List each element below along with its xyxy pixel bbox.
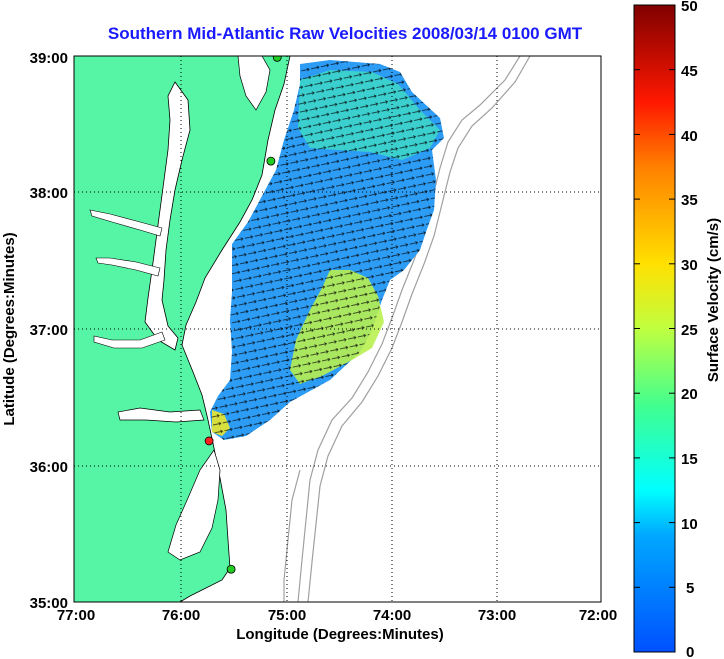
colorbar-tick-label: 40 [681, 128, 698, 145]
colorbar-tick-label: 20 [681, 386, 698, 403]
colorbar-tick-label: 35 [681, 192, 698, 209]
delaware-bay [237, 56, 271, 111]
station-delmarva-marker [266, 156, 276, 166]
colorbar: 50 45 40 35 30 25 20 15 10 5 0 Surface V… [633, 0, 722, 659]
station-duck-marker [204, 436, 214, 446]
x-tick-label: 72:00 [579, 607, 617, 624]
x-axis: 77:00 76:00 75:00 74:00 73:00 72:00 Long… [57, 607, 617, 643]
rappahannock-river [95, 257, 161, 277]
albemarle-sound [117, 407, 205, 423]
colorbar-ticks [634, 4, 675, 653]
y-tick-label: 39:00 [30, 50, 68, 67]
james-river [93, 331, 166, 349]
y-tick-label: 38:00 [30, 185, 68, 202]
potomac-river [89, 209, 163, 237]
colorbar-label: Surface Velocity (cm/s) [705, 218, 722, 382]
x-tick-label: 73:00 [478, 607, 516, 624]
colorbar-tick-label: 15 [681, 451, 698, 468]
y-axis: 39:00 38:00 37:00 36:00 35:00 Latitude (… [1, 50, 68, 612]
y-tick-label: 37:00 [30, 322, 68, 339]
colorbar-scale [633, 4, 676, 653]
plot-frame [73, 55, 602, 603]
colorbar-tick-label: 45 [681, 63, 698, 80]
bathymetry-contours [283, 56, 531, 602]
x-axis-label: Longitude (Degrees:Minutes) [236, 626, 444, 643]
colorbar-tick-label: 0 [686, 644, 694, 659]
colorbar-tick-label: 30 [681, 257, 698, 274]
velocity-vectors [210, 60, 444, 440]
x-tick-label: 77:00 [57, 607, 95, 624]
map-grid [74, 56, 601, 602]
colorbar-tick-label: 50 [681, 0, 698, 15]
colorbar-tick-label: 25 [681, 322, 698, 339]
y-tick-label: 36:00 [30, 459, 68, 476]
map-plot-area [74, 56, 601, 602]
station-markers [204, 56, 282, 574]
map-title: Southern Mid-Atlantic Raw Velocities 200… [108, 24, 583, 43]
x-tick-label: 76:00 [162, 607, 200, 624]
station-hatteras-marker [226, 564, 236, 574]
y-tick-label: 35:00 [30, 595, 68, 612]
chesapeake-bay [144, 81, 191, 351]
x-tick-label: 74:00 [373, 607, 411, 624]
colorbar-tick-label: 5 [686, 580, 694, 597]
station-north-marker [272, 56, 282, 62]
x-tick-label: 75:00 [268, 607, 306, 624]
y-axis-label: Latitude (Degrees:Minutes) [1, 232, 18, 425]
colorbar-tick-label: 10 [681, 516, 698, 533]
velocity-field [210, 60, 444, 440]
